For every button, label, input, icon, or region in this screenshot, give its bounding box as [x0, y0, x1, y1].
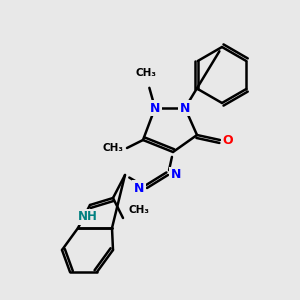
Text: N: N	[180, 101, 190, 115]
Text: N: N	[171, 169, 181, 182]
Text: CH₃: CH₃	[128, 205, 149, 215]
Text: CH₃: CH₃	[136, 68, 157, 78]
Text: CH₃: CH₃	[103, 143, 124, 153]
Text: N: N	[150, 101, 160, 115]
Text: NH: NH	[78, 211, 98, 224]
Text: O: O	[223, 134, 233, 146]
Text: N: N	[134, 182, 144, 194]
